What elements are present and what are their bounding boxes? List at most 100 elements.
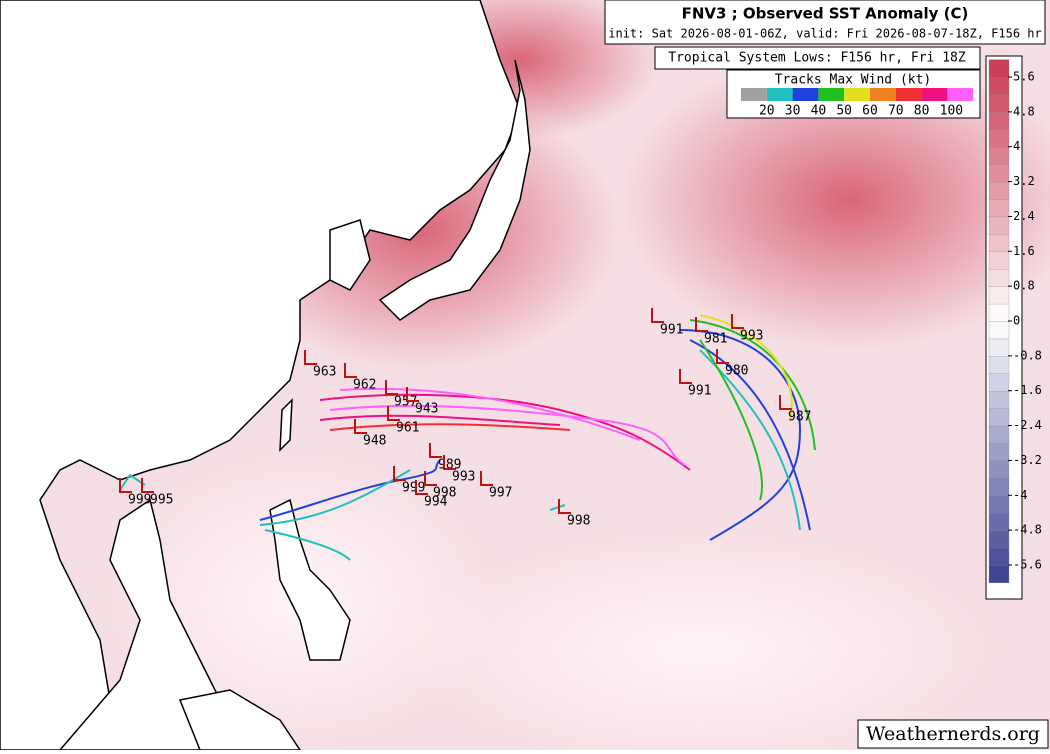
wind-tick-label: 50 [836,104,852,119]
colorbar-segment [988,529,1010,549]
wind-swatch [792,88,819,101]
colorbar-tick-label: 0.8 [1013,279,1035,293]
colorbar-segment [988,111,1010,130]
colorbar-segment [988,564,1010,584]
wind-swatch [921,88,948,101]
colorbar-tick-label: 5.6 [1013,70,1035,84]
watermark-box [857,719,1049,749]
colorbar-tick-label: -4.8 [1013,523,1042,537]
colorbar-segment [988,547,1010,566]
colorbar-tick-label: -4 [1013,488,1027,502]
low-marker [443,455,456,470]
colorbar-segment [988,373,1010,392]
track [119,473,146,491]
korea [329,219,371,291]
wind-swatch [818,88,845,101]
pressure-label: 993 [452,470,475,485]
track [339,387,641,441]
wind-legend-title: Tracks Max Wind (kt) [775,73,932,88]
pressure-label: 999 [402,481,425,496]
track [264,529,351,561]
pressure-label: 948 [363,434,386,449]
track [329,423,571,431]
pressure-label: 998 [433,486,456,501]
track [679,329,802,541]
colorbar-segment [988,233,1010,252]
wind-swatch [741,88,767,101]
low-marker [354,419,367,434]
philippines [269,498,351,661]
pressure-label: 994 [424,495,448,510]
init: init: Sat 2026-08-01-06Z, valid: Fri 202… [608,27,1041,41]
low-marker [429,443,442,458]
land [0,0,531,751]
track [549,504,566,511]
wind-swatch [766,88,793,101]
colorbar-segment [988,390,1010,409]
colorbar-tick-label: -5.6 [1013,557,1042,571]
colorbar-segment [988,59,1010,78]
colorbar-segment [988,477,1010,496]
pressure-label: 943 [415,402,438,417]
pressure-label: 987 [788,410,811,425]
pressure-label: 999 [128,493,151,508]
lows-label: Tropical System Lows: F156 hr, Fri 18Z [668,51,966,66]
pressure-label: 998 [567,514,590,529]
track [259,459,441,521]
wind-legend: 20 30 40 50 60 70 80 100 [741,88,974,119]
low-marker [406,387,419,402]
colorbar-segment [988,320,1010,340]
colorbar-tick-label: 2.4 [1013,209,1035,223]
sst-neutral [400,530,1000,754]
colorbar-segment [988,512,1010,531]
lows-box [654,46,981,70]
wind-tick-label: 40 [811,104,827,119]
track [319,393,691,471]
wind-tick-label: 100 [940,104,963,119]
asia [0,0,521,751]
wind-swatch [947,88,974,101]
track [699,339,763,501]
pressure-label: 962 [353,378,376,393]
pressure-label: 991 [688,384,711,399]
low-marker [119,478,132,493]
colorbar-tick-label: 4.8 [1013,104,1035,118]
wind-swatch [895,88,922,101]
track [689,339,811,531]
wind-swatch [844,88,870,101]
sst-warm [620,50,1050,350]
colorbar-segment [988,146,1010,165]
pressure-label: 963 [313,365,336,380]
colorbar-tick-label: 4 [1013,139,1020,153]
low-marker [385,380,398,395]
colorbar-segment [988,164,1010,183]
pressure-label: 980 [725,364,748,379]
watermark: Weathernerds.org [866,723,1040,745]
colorbar-segment [988,460,1010,479]
track [319,414,561,426]
borneo [178,689,302,751]
taiwan [279,398,293,452]
low-marker [424,471,437,486]
colorbar-tick-label: -3.2 [1013,453,1042,467]
low-marker [731,314,744,329]
colorbar-segment [988,216,1010,235]
low-marker [779,395,792,410]
wind-tick-label: 60 [862,104,878,119]
colorbar-segment [988,355,1010,374]
wind-swatch [870,88,896,101]
wind-tick-label: 30 [785,104,801,119]
wind-tick-label: 70 [888,104,904,119]
colorbar-segment [988,303,1010,322]
low-marker [344,363,357,378]
low-marker [558,499,571,514]
track [699,314,793,421]
low-marker [651,308,664,323]
low-marker [393,466,406,481]
colorbar-segment [988,94,1010,113]
pressure-label: 995 [150,493,173,508]
colorbar-segment [988,129,1010,148]
low-marker [716,349,729,364]
